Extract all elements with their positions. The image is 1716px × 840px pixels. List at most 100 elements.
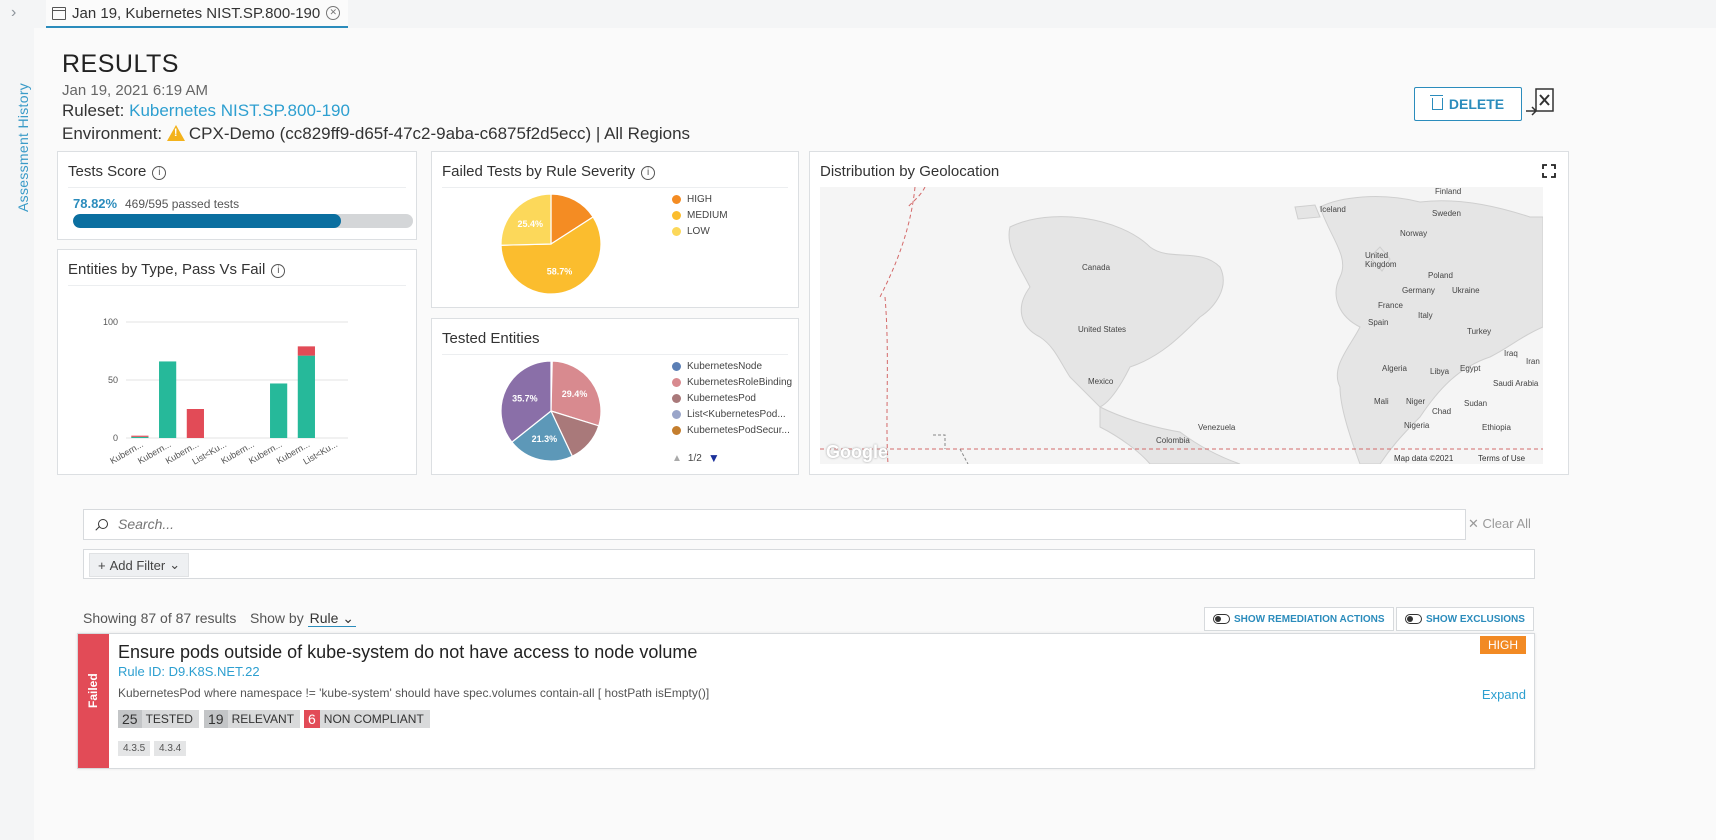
map-label: Venezuela bbox=[1198, 423, 1236, 432]
entities-by-type-card: Entities by Type, Pass Vs Fail i 0 50 100 Ku… bbox=[57, 249, 417, 475]
info-icon[interactable]: i bbox=[641, 166, 656, 180]
legend-pager[interactable]: ▲ 1/2 ▼ bbox=[672, 451, 720, 465]
legend-item[interactable]: LOW bbox=[672, 226, 710, 237]
results-count: Showing 87 of 87 results bbox=[83, 610, 237, 626]
export-excel-icon[interactable] bbox=[1524, 84, 1558, 118]
map-label: Niger bbox=[1406, 397, 1426, 406]
pie-data-label: 21.3% bbox=[532, 434, 558, 444]
map-label: Mali bbox=[1374, 397, 1389, 406]
bar[interactable] bbox=[131, 435, 149, 437]
divider bbox=[442, 187, 788, 188]
bar[interactable] bbox=[131, 436, 149, 438]
result-row[interactable]: Failed Ensure pods outside of kube-syste… bbox=[77, 633, 1535, 769]
stat-number: 6 bbox=[304, 710, 320, 728]
legend-label: List<KubernetesPod... bbox=[687, 409, 786, 420]
bar[interactable] bbox=[270, 383, 288, 438]
bar[interactable] bbox=[159, 361, 177, 438]
legend-swatch bbox=[672, 394, 681, 403]
legend-item[interactable]: KubernetesRoleBinding bbox=[672, 377, 792, 388]
clear-all-button[interactable]: ✕ Clear All bbox=[1468, 516, 1531, 531]
card-title: Failed Tests by Rule Severity i bbox=[442, 163, 656, 180]
relevant-count: 19 RELEVANT bbox=[204, 710, 301, 728]
map-label: Iraq bbox=[1504, 349, 1518, 358]
assessment-history-toggle[interactable]: Assessment History bbox=[15, 82, 31, 212]
expand-link[interactable]: Expand bbox=[1481, 687, 1526, 702]
pie-data-label: 29.4% bbox=[562, 389, 588, 399]
card-title: Distribution by Geolocation bbox=[820, 163, 1000, 180]
card-title: Tests Score i bbox=[68, 163, 167, 180]
show-by-label: Show by bbox=[250, 610, 304, 626]
pager-down-icon[interactable]: ▼ bbox=[707, 451, 720, 465]
map-label: Poland bbox=[1428, 271, 1453, 280]
world-map[interactable]: Finland Iceland Sweden Norway United Kin… bbox=[820, 187, 1543, 464]
map-label: United States bbox=[1078, 325, 1127, 334]
legend-item[interactable]: KubernetesNode bbox=[672, 361, 762, 372]
show-remediation-toggle[interactable]: SHOW REMEDIATION ACTIONS bbox=[1204, 607, 1394, 631]
legend-swatch bbox=[672, 227, 681, 236]
toggle-icon bbox=[1405, 614, 1422, 624]
bar[interactable] bbox=[297, 355, 315, 438]
pie-data-label: 25.4% bbox=[517, 219, 543, 229]
entities-bar-chart: 050100Kubern...Kubern...Kubern...List<Ku… bbox=[103, 317, 348, 467]
toggle-label: SHOW REMEDIATION ACTIONS bbox=[1234, 613, 1385, 625]
legend-item[interactable]: List<KubernetesPod... bbox=[672, 409, 786, 420]
map-label: Germany bbox=[1402, 286, 1435, 295]
card-title: Tested Entities bbox=[442, 330, 540, 347]
pager-up-icon[interactable]: ▲ bbox=[672, 452, 682, 464]
pie-slice[interactable] bbox=[500, 216, 602, 295]
info-icon[interactable]: i bbox=[271, 264, 286, 278]
map-label: Norway bbox=[1400, 229, 1428, 238]
close-icon[interactable]: ✕ bbox=[326, 6, 341, 20]
legend-item[interactable]: KubernetesPod bbox=[672, 393, 756, 404]
bar[interactable] bbox=[186, 409, 204, 438]
map-label: Algeria bbox=[1382, 364, 1407, 373]
legend-item[interactable]: HIGH bbox=[672, 194, 712, 205]
geolocation-card: Distribution by Geolocation Finland Icel… bbox=[809, 151, 1569, 475]
show-by-select[interactable]: Rule ⌄ bbox=[307, 610, 357, 627]
pie-slice[interactable] bbox=[550, 193, 594, 246]
search-icon bbox=[98, 519, 108, 529]
legend-label: HIGH bbox=[687, 194, 712, 205]
pie-slice[interactable] bbox=[500, 360, 552, 443]
rule-title[interactable]: Ensure pods outside of kube-system do no… bbox=[118, 642, 698, 662]
delete-label: DELETE bbox=[1448, 96, 1505, 112]
ruleset-link[interactable]: Kubernetes NIST.SP.800-190 bbox=[129, 101, 350, 120]
tag[interactable]: 4.3.4 bbox=[154, 741, 187, 756]
show-exclusions-toggle[interactable]: SHOW EXCLUSIONS bbox=[1396, 607, 1534, 631]
rule-id[interactable]: Rule ID: D9.K8S.NET.22 bbox=[118, 664, 260, 679]
pie-slice[interactable] bbox=[550, 360, 602, 427]
delete-button[interactable]: DELETE bbox=[1414, 87, 1522, 121]
map-label: Finland bbox=[1435, 187, 1462, 196]
search-input[interactable] bbox=[116, 515, 1420, 533]
stat-label: RELEVANT bbox=[231, 712, 295, 726]
legend-item[interactable]: MEDIUM bbox=[672, 210, 728, 221]
legend-label: KubernetesPodSecur... bbox=[687, 425, 790, 436]
legend-swatch bbox=[672, 362, 681, 371]
y-tick-label: 50 bbox=[108, 375, 118, 385]
tested-count: 25 TESTED bbox=[118, 710, 199, 728]
tag[interactable]: 4.3.5 bbox=[118, 741, 151, 756]
bar[interactable] bbox=[297, 346, 315, 356]
map-label: Sudan bbox=[1464, 399, 1488, 408]
map-label: Colombia bbox=[1156, 436, 1190, 445]
status-label: Failed bbox=[86, 673, 100, 708]
y-tick-label: 100 bbox=[103, 317, 118, 327]
y-tick-label: 0 bbox=[113, 433, 118, 443]
score-progress-fill bbox=[73, 214, 341, 228]
google-logo: Google bbox=[826, 442, 888, 462]
pie-slice[interactable] bbox=[500, 193, 552, 246]
chevron-right-icon[interactable]: › bbox=[11, 4, 17, 21]
add-filter-button[interactable]: + Add Filter ⌄ bbox=[89, 553, 190, 577]
fullscreen-icon[interactable] bbox=[1542, 164, 1556, 178]
search-field[interactable] bbox=[83, 509, 1466, 540]
map-label: Turkey bbox=[1467, 327, 1492, 336]
map-attribution: Map data ©2021 bbox=[1394, 454, 1454, 463]
divider bbox=[68, 285, 406, 286]
toggle-label: SHOW EXCLUSIONS bbox=[1426, 613, 1525, 625]
terms-link[interactable]: Terms of Use bbox=[1478, 454, 1526, 463]
pie-slice[interactable] bbox=[511, 410, 574, 462]
tab-assessment[interactable]: Jan 19, Kubernetes NIST.SP.800-190 ✕ bbox=[46, 0, 349, 28]
legend-item[interactable]: KubernetesPodSecur... bbox=[672, 425, 790, 436]
info-icon[interactable]: i bbox=[152, 166, 167, 180]
pie-data-label: 35.7% bbox=[512, 393, 538, 403]
